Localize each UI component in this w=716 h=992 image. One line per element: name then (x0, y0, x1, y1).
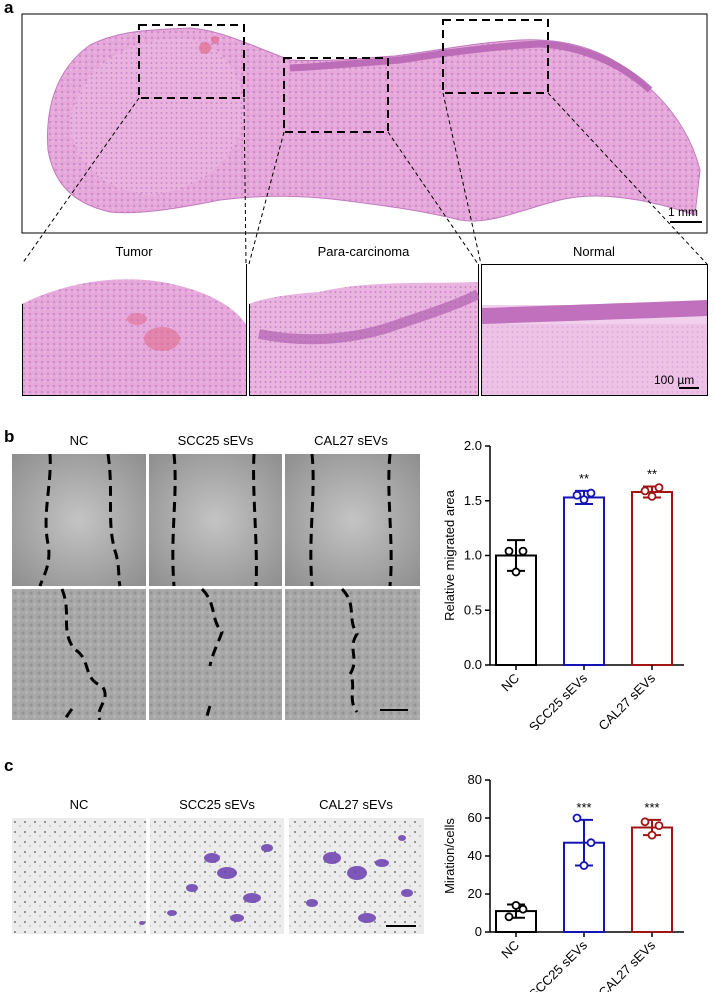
zoom-title-para-carcinoma: Para-carcinoma (317, 244, 410, 259)
data-point (647, 491, 657, 501)
significance-label: ** (579, 471, 589, 486)
significance-label: *** (576, 800, 591, 815)
b-column-title-scc25: SCC25 sEVs (177, 433, 254, 448)
zoom-image-tumor (22, 264, 247, 396)
data-point (504, 546, 514, 556)
y-tick-label: 0.0 (464, 657, 482, 672)
data-point (518, 546, 528, 556)
overview-scale-label: 1 mm (668, 205, 698, 219)
migration-cells-bar-chart: 0 20 40 60 80 Miration/cells NC *** SCC25 sEVs **… (442, 772, 684, 992)
panel-c-letter: c (4, 756, 14, 775)
category-label: NC (498, 938, 522, 962)
c-column-title-cal27: CAL27 sEVs (319, 797, 393, 812)
category-label: CAL27 sEVs (595, 670, 658, 730)
y-tick-label: 1.5 (464, 493, 482, 508)
panel-b-letter: b (4, 427, 15, 446)
data-point (654, 483, 664, 493)
data-point (647, 830, 657, 840)
data-point (640, 486, 650, 496)
c-column-title-scc25: SCC25 sEVs (179, 797, 255, 812)
data-point (572, 490, 582, 500)
b-column-title-cal27: CAL27 sEVs (314, 433, 388, 448)
data-point (579, 495, 589, 505)
zoom-title-tumor: Tumor (115, 244, 153, 259)
y-tick-label: 20 (468, 886, 482, 901)
data-point (579, 861, 589, 870)
y-axis-label: Relative migrated area (442, 489, 457, 621)
category-label: NC (498, 671, 522, 695)
y-axis-label: Miration/cells (442, 818, 457, 894)
y-tick-label: 0.5 (464, 602, 482, 617)
zoom-image-para-carcinoma (249, 264, 479, 396)
data-point (654, 821, 664, 830)
data-point (504, 912, 514, 922)
overview-histology-image (21, 13, 708, 265)
y-tick-label: 1.0 (464, 548, 482, 563)
zoom-title-normal: Normal (573, 244, 615, 259)
y-tick-label: 60 (468, 810, 482, 825)
bar (631, 826, 673, 933)
data-point (572, 813, 582, 823)
category-label: SCC25 sEVs (526, 670, 591, 730)
transwell-image-grid (12, 818, 424, 934)
category-label: CAL27 sEVs (595, 937, 658, 992)
y-tick-label: 80 (468, 772, 482, 787)
data-point (511, 567, 521, 577)
zoom-image-normal (481, 264, 708, 396)
wound-healing-image-grid (12, 454, 420, 720)
category-label: SCC25 sEVs (526, 937, 591, 992)
data-point (518, 904, 528, 914)
bar (563, 496, 605, 666)
data-point (586, 838, 596, 848)
data-point (586, 488, 596, 498)
significance-label: *** (644, 800, 659, 815)
y-tick-label: 40 (468, 848, 482, 863)
data-point (640, 817, 650, 827)
c-column-title-nc: NC (69, 797, 89, 812)
migrated-area-bar-chart: 0.0 0.5 1.0 1.5 2.0 Relative migrated area NC *… (442, 438, 684, 730)
bar (631, 490, 673, 666)
y-tick-label: 2.0 (464, 438, 482, 453)
panel-a-letter: a (4, 0, 14, 17)
y-tick-label: 0 (475, 924, 482, 939)
b-column-title-nc: NC (69, 433, 89, 448)
significance-label: ** (647, 467, 657, 482)
zoom-scale-label: 100 µm (654, 373, 695, 387)
data-point (511, 900, 521, 910)
